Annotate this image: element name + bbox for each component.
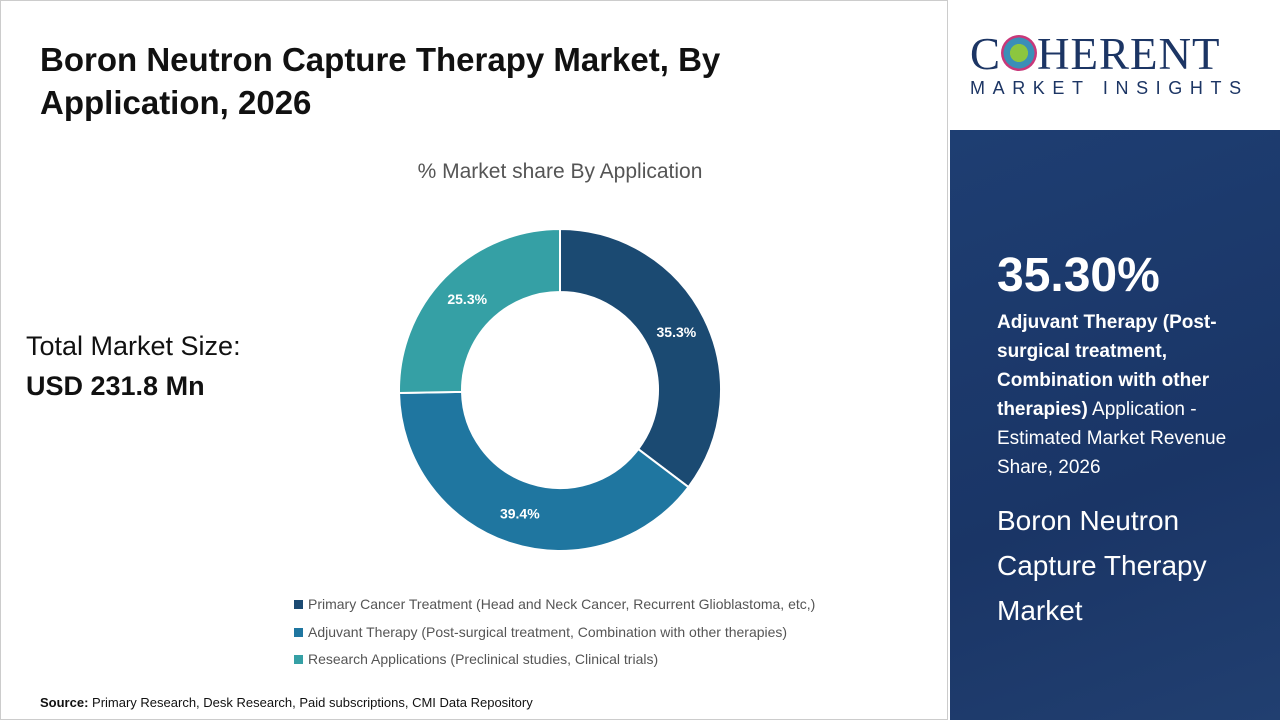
legend-label: Primary Cancer Treatment (Head and Neck … — [308, 596, 816, 612]
total-market-size: Total Market Size: USD 231.8 Mn — [26, 326, 241, 406]
highlight-rest: Application - Estimated Market Revenue S… — [997, 399, 1227, 478]
info-panel: 35.30% Adjuvant Therapy (Post-surgical t… — [950, 130, 1280, 720]
legend-swatch — [294, 655, 303, 664]
legend-item: Primary Cancer Treatment (Head and Neck … — [294, 596, 815, 624]
legend-swatch — [294, 600, 303, 609]
highlight-segment: Adjuvant Therapy (Post-surgical treatmen… — [997, 312, 1217, 420]
legend-label: Research Applications (Preclinical studi… — [308, 651, 659, 667]
donut-slice — [398, 227, 561, 395]
donut-chart: 35.3% 39.4% 25.3% — [398, 227, 722, 552]
globe-icon — [1001, 35, 1038, 71]
logo: C HERENT MARKET INSIGHTS — [950, 0, 1280, 130]
legend-swatch — [294, 627, 303, 637]
legend-label: Adjuvant Therapy (Post-surgical treatmen… — [308, 623, 788, 640]
donut-slice — [398, 390, 690, 552]
source-note: Source: Primary Research, Desk Research,… — [40, 695, 533, 710]
chart-title: % Market share By Application — [417, 160, 703, 183]
donut-slice — [559, 227, 722, 489]
highlight-percent: 35.30% — [997, 249, 1160, 302]
total-label: Total Market Size: — [26, 331, 241, 361]
market-name: Boron Neutron Capture Therapy Market — [997, 505, 1207, 626]
data-label: 39.4% — [500, 506, 540, 522]
data-label: 35.3% — [657, 324, 697, 340]
source-text: Primary Research, Desk Research, Paid su… — [88, 695, 533, 710]
legend: Primary Cancer Treatment (Head and Neck … — [294, 596, 815, 679]
logo-wordmark: C HERENT — [970, 29, 1221, 79]
data-label: 25.3% — [447, 291, 487, 307]
highlight-description: Adjuvant Therapy (Post-surgical treatmen… — [997, 308, 1257, 482]
total-value: USD 231.8 Mn — [26, 371, 205, 401]
page-title: Boron Neutron Capture Therapy Market, By… — [40, 41, 721, 121]
logo-subtitle: MARKET INSIGHTS — [970, 78, 1249, 98]
legend-item: Adjuvant Therapy (Post-surgical treatmen… — [294, 624, 815, 652]
legend-item: Research Applications (Preclinical studi… — [294, 651, 815, 679]
source-label: Source: — [40, 695, 89, 710]
